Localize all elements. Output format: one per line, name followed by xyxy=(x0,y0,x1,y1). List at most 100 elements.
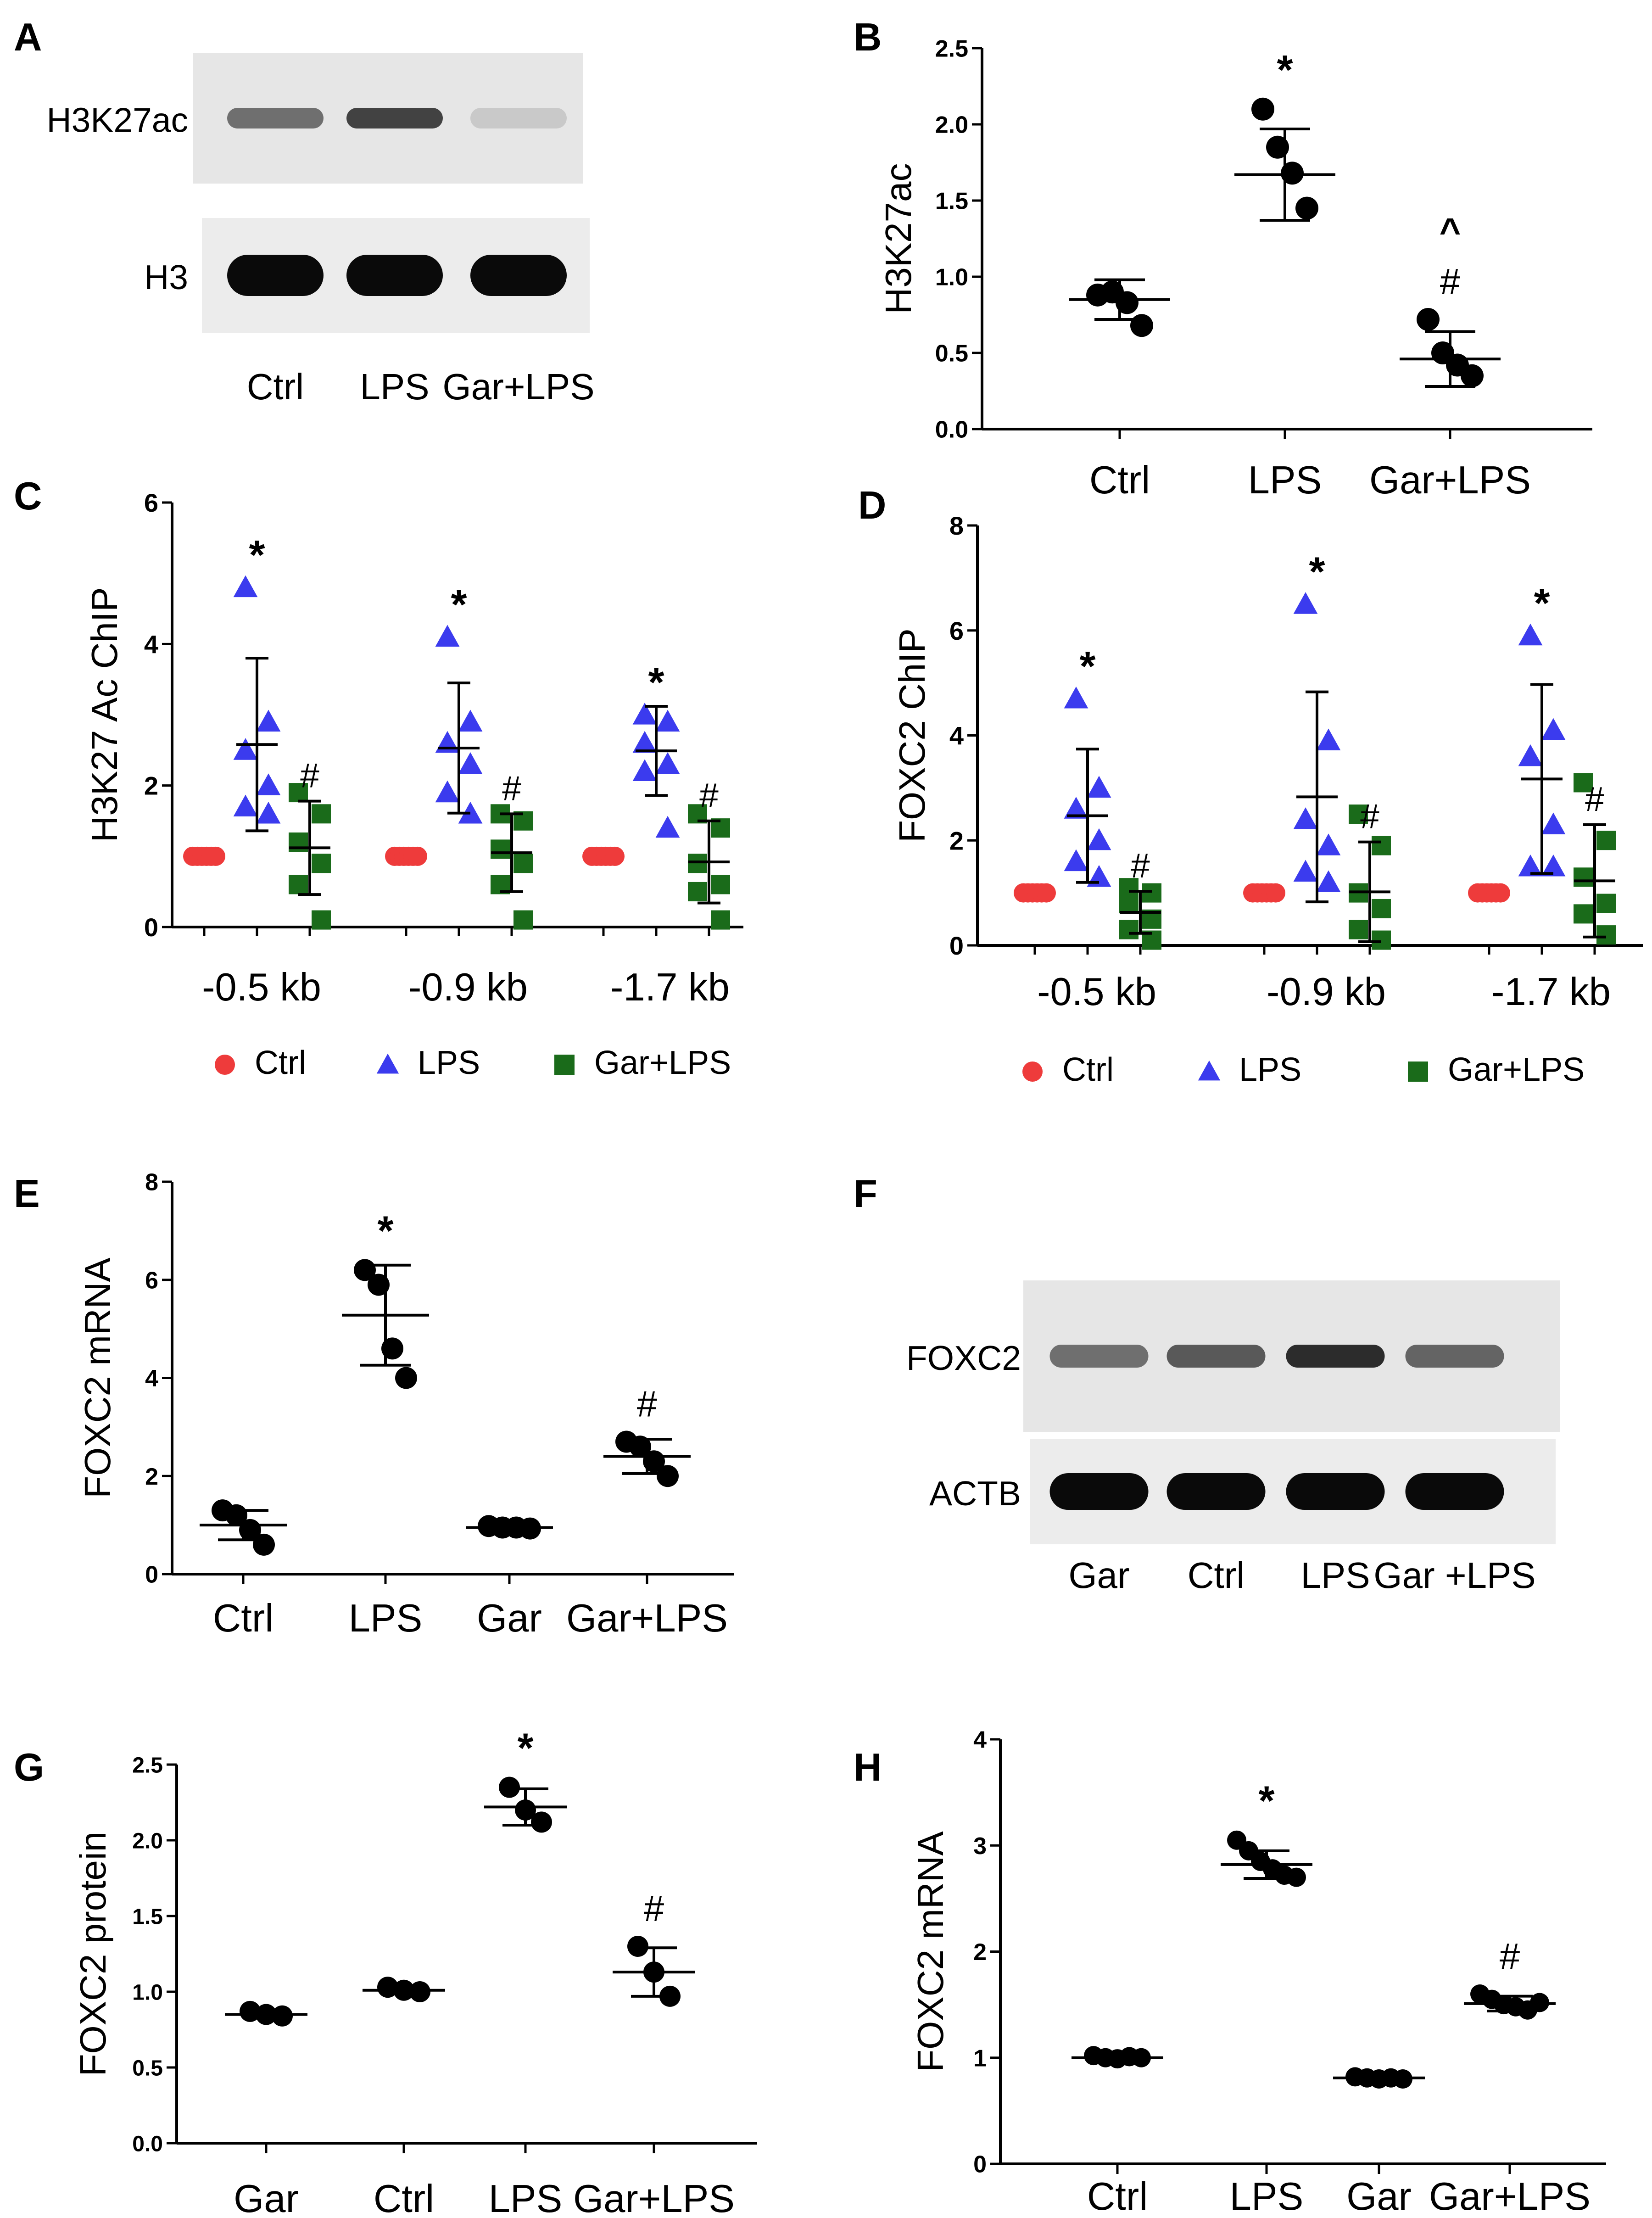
y-tick-label: 2.0 xyxy=(935,112,968,139)
x-tick-label: Gar xyxy=(1346,2175,1412,2218)
y-tick-label: 0.5 xyxy=(935,341,968,367)
data-point-square xyxy=(1574,773,1593,793)
significance-mark: ^ xyxy=(1440,211,1461,251)
blot-band xyxy=(1166,1473,1266,1510)
data-point-square xyxy=(312,854,331,873)
x-tick-label: -0.5 kb xyxy=(202,966,321,1009)
data-point xyxy=(395,1367,417,1389)
data-point xyxy=(627,1936,648,1957)
blot-band xyxy=(1049,1473,1149,1510)
data-point xyxy=(499,1777,520,1798)
blot-band xyxy=(470,255,567,296)
data-point-square xyxy=(688,854,707,873)
x-tick-label: LPS xyxy=(1248,458,1322,502)
y-axis-label: H3K27 Ac ChIP xyxy=(84,587,125,843)
y-tick-label: 0.0 xyxy=(935,417,968,443)
data-point-triangle xyxy=(1064,797,1088,819)
data-point-triangle xyxy=(1293,592,1318,614)
data-point xyxy=(1251,97,1274,121)
x-tick-label: -1.7 kb xyxy=(610,966,730,1009)
y-tick-label: 2.5 xyxy=(935,36,968,62)
y-tick-label: 2.5 xyxy=(132,1753,163,1777)
x-tick-label: Ctrl xyxy=(1087,2175,1148,2218)
blot-lane-label: Ctrl xyxy=(247,366,304,407)
y-tick-label: 1.5 xyxy=(935,188,968,215)
data-point-circle xyxy=(1266,883,1285,903)
y-tick-label: 6 xyxy=(144,488,158,517)
significance-mark: # xyxy=(1500,1936,1520,1977)
data-point-triangle xyxy=(655,816,680,838)
y-tick-label: 8 xyxy=(145,1169,158,1196)
x-tick-label: Gar+LPS xyxy=(1369,458,1531,502)
y-tick-label: 0 xyxy=(949,931,964,960)
data-point-square xyxy=(1119,894,1139,913)
blot-lane-label: Ctrl xyxy=(1188,1555,1245,1596)
data-point xyxy=(1287,1867,1306,1887)
blot-band xyxy=(1049,1345,1149,1368)
y-tick-label: 2 xyxy=(949,826,964,855)
data-point xyxy=(1461,364,1484,387)
x-tick-label: LPS xyxy=(349,1597,423,1640)
y-tick-label: 1.5 xyxy=(132,1905,163,1929)
blot-band xyxy=(1166,1345,1266,1368)
panel-letter-H: H xyxy=(854,1746,882,1789)
data-point-triangle xyxy=(256,710,281,732)
data-point-triangle xyxy=(1087,828,1111,850)
chart-panel-E: 0 2 4 6 8 FOXC2 mRNA Ctrl LPS Gar Gar+LPS * # xyxy=(77,1169,734,1640)
legend-label: LPS xyxy=(418,1045,480,1081)
data-point-triangle xyxy=(256,773,281,795)
data-point xyxy=(1417,307,1440,331)
blot-lane-label: LPS xyxy=(1300,1555,1370,1596)
significance-mark: * xyxy=(648,660,664,706)
chart-panel-G: 0.0 0.5 1.0 1.5 2.0 2.5 FOXC2 protein Gar Ctrl LP… xyxy=(73,1726,757,2218)
western-blot-F: FOXC2 ACTB Gar Ctrl LPS Gar +LPS xyxy=(906,1280,1560,1596)
legend-label: Gar+LPS xyxy=(1448,1051,1585,1088)
data-point-triangle xyxy=(233,794,258,817)
data-point-circle xyxy=(1022,1062,1043,1082)
significance-mark: * xyxy=(1079,643,1095,689)
y-axis-label: FOXC2 ChIP xyxy=(892,628,932,843)
y-tick-label: 2 xyxy=(144,771,158,800)
data-point-square xyxy=(1349,920,1368,939)
significance-mark: * xyxy=(517,1726,533,1771)
x-tick-label: LPS xyxy=(1230,2175,1304,2218)
y-tick-label: 1.0 xyxy=(935,264,968,291)
data-point-square xyxy=(1349,805,1368,824)
significance-mark: # xyxy=(637,1383,658,1424)
significance-mark: # xyxy=(502,769,521,807)
blot-row-label: ACTB xyxy=(929,1474,1021,1513)
x-tick-label: Ctrl xyxy=(374,2177,434,2218)
blot-lane-label: Gar xyxy=(1068,1555,1129,1596)
data-point-triangle xyxy=(655,752,680,774)
data-point-circle xyxy=(605,846,625,866)
y-tick-label: 0 xyxy=(145,1562,158,1588)
data-point-triangle xyxy=(632,731,657,753)
blot-lane-label: Gar+LPS xyxy=(442,366,594,407)
blot-band xyxy=(1286,1473,1385,1510)
y-tick-label: 0 xyxy=(973,2151,987,2178)
x-tick-label: -0.5 kb xyxy=(1037,970,1156,1014)
y-tick-label: 4 xyxy=(973,1727,987,1754)
data-point-triangle xyxy=(1316,870,1341,892)
y-tick-label: 0.5 xyxy=(132,2056,163,2080)
data-point-square xyxy=(1574,867,1593,887)
data-point xyxy=(272,2005,293,2027)
y-tick-label: 2.0 xyxy=(132,1829,163,1853)
data-point xyxy=(1266,135,1289,159)
data-point-triangle xyxy=(1541,718,1566,740)
legend: Ctrl LPS Gar+LPS xyxy=(215,1045,731,1081)
x-tick-label: Gar xyxy=(477,1597,542,1640)
panel-letter-G: G xyxy=(14,1746,44,1789)
data-point-triangle xyxy=(233,575,258,598)
data-point-square xyxy=(289,783,308,803)
blot-row-label: H3K27ac xyxy=(46,101,188,140)
x-tick-label: -0.9 kb xyxy=(1267,970,1386,1014)
panel-letter-C: C xyxy=(14,475,42,518)
legend-label: Ctrl xyxy=(1062,1051,1114,1088)
data-point-triangle xyxy=(1064,687,1088,709)
panel-letter-A: A xyxy=(14,16,42,59)
significance-mark: # xyxy=(300,756,319,795)
significance-mark: # xyxy=(699,776,719,815)
data-point-square xyxy=(1372,899,1391,918)
data-point-circle xyxy=(1491,883,1510,903)
